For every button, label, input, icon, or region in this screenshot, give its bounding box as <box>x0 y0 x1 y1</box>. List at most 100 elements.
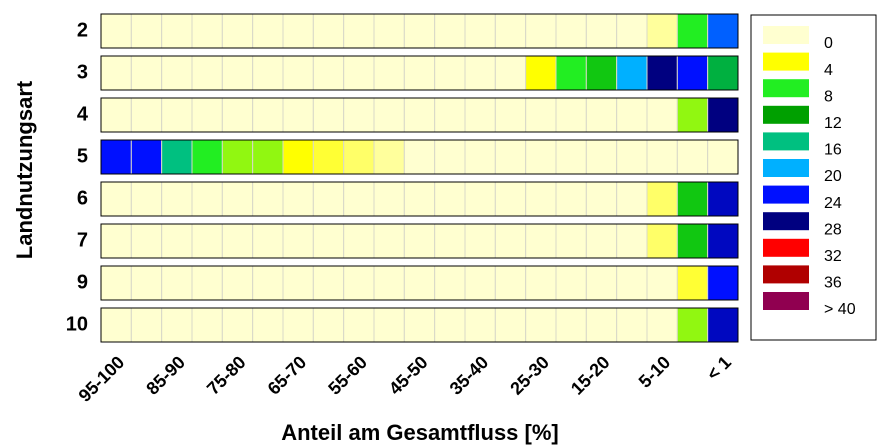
cell <box>434 181 466 217</box>
cell <box>221 13 254 49</box>
legend-label: > 40 <box>824 301 856 318</box>
row-frame <box>100 55 739 91</box>
cell <box>373 97 405 133</box>
row-label: 6 <box>77 187 88 209</box>
cell <box>616 13 648 49</box>
cell <box>191 139 223 175</box>
x-tick-label: 45-50 <box>385 352 432 399</box>
cell <box>312 181 345 217</box>
legend-label: 12 <box>824 115 842 132</box>
x-tick-label: 65-70 <box>264 352 311 399</box>
cell <box>494 13 527 49</box>
cell <box>585 55 618 91</box>
cell <box>676 181 709 217</box>
cell <box>555 139 587 175</box>
x-tick-label: 85-90 <box>142 352 189 399</box>
cell <box>373 55 405 91</box>
cell <box>343 223 375 259</box>
cell <box>525 181 557 217</box>
cell <box>403 55 436 91</box>
cell <box>373 223 405 259</box>
cell <box>525 97 557 133</box>
cell <box>161 181 193 217</box>
cell <box>676 223 709 259</box>
row-frame <box>100 97 739 133</box>
cell <box>616 307 648 343</box>
cell <box>191 223 223 259</box>
cell <box>221 181 254 217</box>
legend-label: 0 <box>824 35 833 52</box>
cell <box>282 181 314 217</box>
cell <box>494 139 527 175</box>
cell <box>434 97 466 133</box>
cell <box>676 13 709 49</box>
cell <box>494 181 527 217</box>
cell <box>676 139 709 175</box>
cell <box>100 139 132 175</box>
cell <box>312 55 345 91</box>
cell <box>646 55 678 91</box>
cell <box>585 181 618 217</box>
cell <box>282 307 314 343</box>
x-tick-label: 15-20 <box>567 352 614 399</box>
row-label: 3 <box>77 61 88 83</box>
legend-label: 20 <box>824 168 842 185</box>
row-label: 2 <box>77 19 88 41</box>
x-tick-label: 5-10 <box>635 352 675 392</box>
cell <box>161 97 193 133</box>
cell <box>464 55 496 91</box>
cell <box>130 223 163 259</box>
cell <box>555 55 587 91</box>
cell <box>191 181 223 217</box>
legend-swatch <box>763 26 809 44</box>
cell <box>464 13 496 49</box>
cell <box>282 55 314 91</box>
cell <box>252 265 284 301</box>
cell <box>221 97 254 133</box>
cell <box>403 265 436 301</box>
cell <box>707 139 739 175</box>
cell <box>343 55 375 91</box>
cell <box>464 307 496 343</box>
cell <box>585 139 618 175</box>
cell <box>403 97 436 133</box>
cell <box>130 139 163 175</box>
cell <box>707 181 739 217</box>
cell <box>494 97 527 133</box>
row-label: 5 <box>77 145 88 167</box>
cell <box>616 223 648 259</box>
cell <box>100 97 132 133</box>
legend-label: 16 <box>824 142 842 159</box>
legend-swatch <box>763 159 809 177</box>
cell <box>312 223 345 259</box>
cell <box>585 265 618 301</box>
cell <box>130 97 163 133</box>
cell <box>373 139 405 175</box>
x-tick-label: 75-80 <box>203 352 250 399</box>
cell <box>646 181 678 217</box>
cell <box>707 265 739 301</box>
cell <box>252 139 284 175</box>
legend-label: 4 <box>824 62 833 79</box>
x-tick-label: 95-100 <box>75 352 129 406</box>
cell <box>555 307 587 343</box>
cell <box>464 181 496 217</box>
cell <box>221 307 254 343</box>
cell <box>221 223 254 259</box>
cell <box>373 181 405 217</box>
row-frame <box>100 181 739 217</box>
cell <box>494 307 527 343</box>
cell <box>403 181 436 217</box>
cell <box>616 139 648 175</box>
cell <box>464 97 496 133</box>
cell <box>161 265 193 301</box>
cell <box>161 13 193 49</box>
cell <box>403 307 436 343</box>
cell <box>494 265 527 301</box>
legend-label: 24 <box>824 195 842 212</box>
legend-label: 36 <box>824 275 842 292</box>
cell <box>434 139 466 175</box>
cell <box>343 307 375 343</box>
legend-swatch <box>763 79 809 98</box>
